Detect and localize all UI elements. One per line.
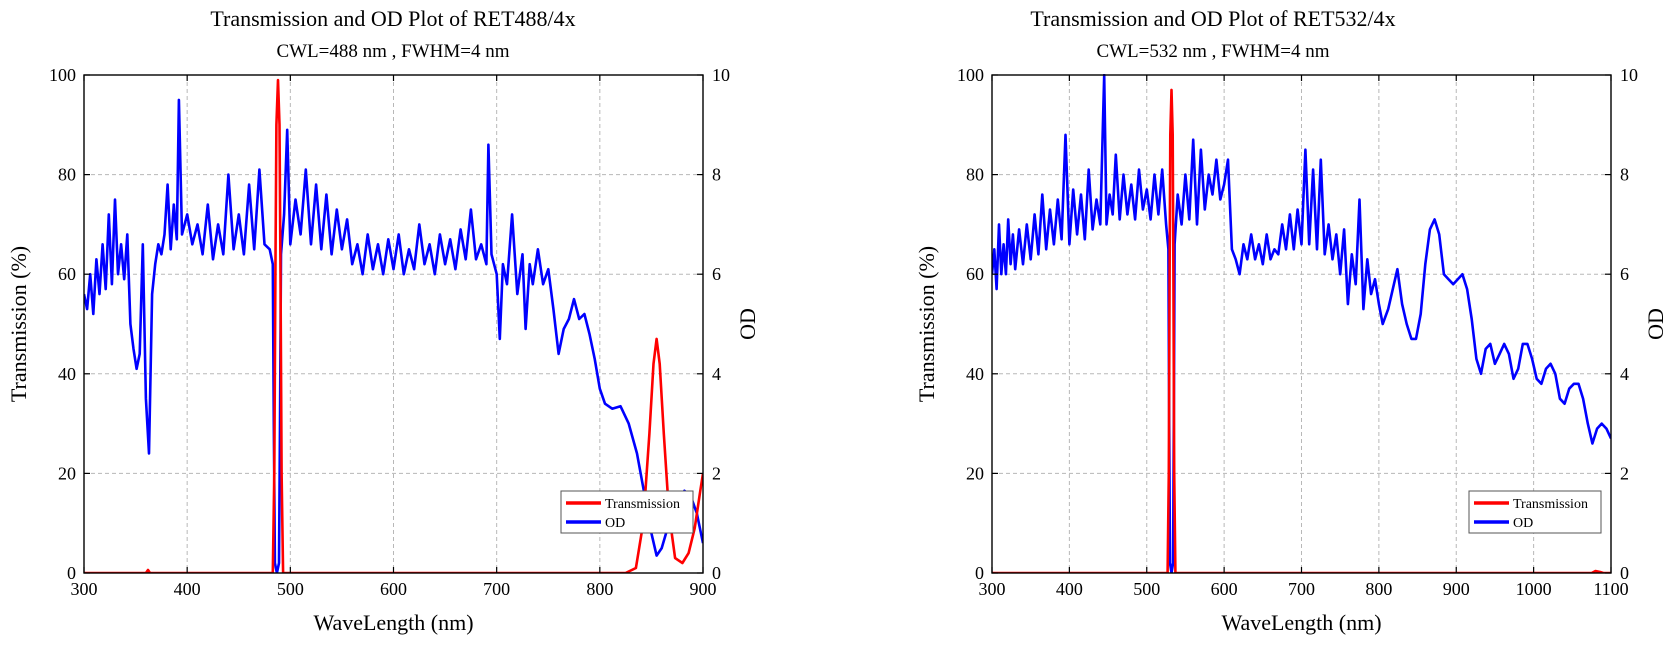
x-tick-label: 800 [1365, 579, 1392, 599]
y2-tick-label: 6 [1620, 264, 1629, 284]
legend-label-od: OD [605, 516, 625, 531]
y-tick-label: 100 [957, 65, 984, 85]
x-tick-label: 700 [483, 579, 510, 599]
y-tick-label: 80 [966, 165, 984, 185]
chart-title: Transmission and OD Plot of RET532/4x [1030, 6, 1395, 31]
plot-area [84, 78, 703, 573]
chart-subtitle: CWL=488 nm , FWHM=4 nm [276, 41, 509, 62]
x-tick-label: 1000 [1516, 579, 1552, 599]
y2-tick-label: 10 [712, 65, 730, 85]
x-tick-label: 400 [174, 579, 201, 599]
x-tick-label: 600 [1211, 579, 1238, 599]
y-axis-label: Transmission (%) [914, 246, 939, 402]
legend-label-od: OD [1513, 516, 1533, 531]
y2-tick-label: 8 [712, 165, 721, 185]
x-tick-label: 700 [1288, 579, 1315, 599]
x-tick-label: 800 [586, 579, 613, 599]
y2-tick-label: 4 [712, 364, 721, 384]
legend: Transmission OD [1468, 490, 1602, 534]
x-axis-label: WaveLength (nm) [313, 610, 473, 635]
legend-box [1468, 490, 1602, 534]
y2-tick-labels: 0 2 4 6 8 10 [712, 65, 730, 583]
x-tick-label: 1100 [1593, 579, 1628, 599]
plot-area [992, 74, 1611, 573]
y2-axis-label: OD [1643, 308, 1668, 340]
y2-tick-label: 10 [1620, 65, 1638, 85]
y2-tick-label: 2 [1620, 463, 1629, 483]
y-tick-label: 0 [67, 563, 76, 583]
y-tick-label: 40 [58, 364, 76, 384]
y2-tick-label: 4 [1620, 364, 1629, 384]
x-tick-label: 900 [1443, 579, 1470, 599]
x-tick-label: 400 [1056, 579, 1083, 599]
legend: Transmission OD [560, 490, 694, 534]
y-tick-labels: 0 20 40 60 80 100 [957, 65, 984, 583]
y-tick-label: 60 [966, 264, 984, 284]
y2-tick-label: 8 [1620, 165, 1629, 185]
y-tick-label: 20 [58, 463, 76, 483]
y2-axis-label: OD [735, 308, 760, 340]
y2-tick-label: 0 [1620, 563, 1629, 583]
tick-marks [991, 74, 1612, 574]
legend-label-transmission: Transmission [1513, 497, 1588, 512]
y-tick-labels: 0 20 40 60 80 100 [49, 65, 76, 583]
gridlines [992, 75, 1611, 573]
y-tick-label: 80 [58, 165, 76, 185]
x-tick-label: 300 [979, 579, 1006, 599]
series-line-od [992, 74, 1611, 573]
series-line-transmission [992, 88, 1611, 573]
y2-tick-label: 0 [712, 563, 721, 583]
x-tick-label: 500 [1133, 579, 1160, 599]
y-tick-label: 20 [966, 463, 984, 483]
legend-label-transmission: Transmission [605, 497, 680, 512]
x-tick-label: 900 [690, 579, 717, 599]
x-tick-labels: 300 400 500 600 700 800 900 1000 1100 [979, 579, 1629, 599]
chart-ret488: Transmission and OD Plot of RET488/4x CW… [6, 6, 760, 635]
tick-marks [83, 74, 704, 574]
y2-tick-label: 6 [712, 264, 721, 284]
series-line-transmission [84, 78, 703, 573]
x-tick-label: 300 [71, 579, 98, 599]
gridlines [84, 75, 703, 573]
y-tick-label: 100 [49, 65, 76, 85]
chart-title: Transmission and OD Plot of RET488/4x [210, 6, 575, 31]
y-axis-label: Transmission (%) [6, 246, 31, 402]
series-line-od [84, 98, 703, 573]
y2-tick-label: 2 [712, 463, 721, 483]
chart-subtitle: CWL=532 nm , FWHM=4 nm [1096, 41, 1329, 62]
y-tick-label: 60 [58, 264, 76, 284]
y-tick-label: 0 [975, 563, 984, 583]
y2-tick-labels: 0 2 4 6 8 10 [1620, 65, 1638, 583]
x-tick-labels: 300 400 500 600 700 800 900 [71, 579, 717, 599]
legend-box [560, 490, 694, 534]
x-axis-label: WaveLength (nm) [1221, 610, 1381, 635]
x-tick-label: 500 [277, 579, 304, 599]
y-tick-label: 40 [966, 364, 984, 384]
chart-ret532: Transmission and OD Plot of RET532/4x CW… [914, 6, 1668, 635]
x-tick-label: 600 [380, 579, 407, 599]
